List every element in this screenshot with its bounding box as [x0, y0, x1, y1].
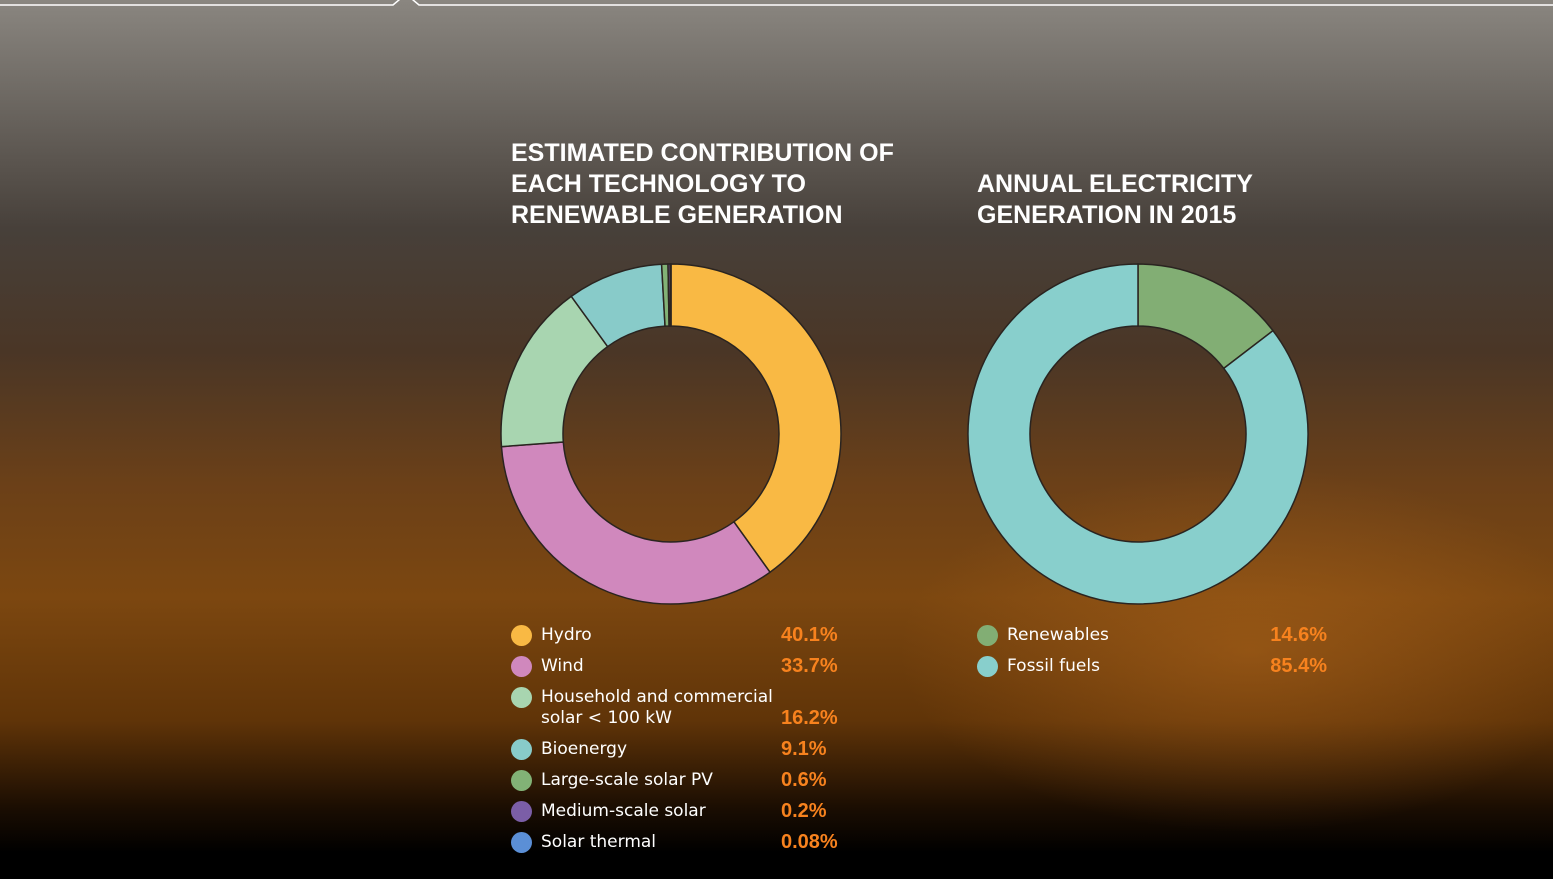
legend-label: Bioenergy: [541, 739, 628, 759]
value-label: 40.1%: [781, 624, 838, 646]
legend-item: Bioenergy 9.1%: [511, 739, 861, 760]
legend-label: Medium-scale solar: [541, 801, 706, 821]
value-label: 9.1%: [781, 738, 827, 760]
value-label: 14.6%: [1270, 624, 1327, 646]
value-label: 16.2%: [781, 707, 838, 729]
legend-marker: [511, 687, 532, 708]
legend-marker: [511, 656, 532, 677]
value-label: 33.7%: [781, 655, 838, 677]
legend-marker: [511, 770, 532, 791]
legend-item: Solar thermal 0.08%: [511, 832, 861, 853]
legend-item: Renewables 14.6%: [977, 625, 1327, 646]
legend-item: Household and commercial solar < 100 kW 1…: [511, 687, 861, 729]
legend-item: Hydro 40.1%: [511, 625, 861, 646]
legend-marker: [511, 739, 532, 760]
value-label: 0.6%: [781, 769, 827, 791]
legend-marker: [511, 832, 532, 853]
legend-label: Household and commercial solar < 100 kW: [541, 687, 773, 728]
legend-label: Hydro: [541, 625, 592, 645]
chart-title: ESTIMATED CONTRIBUTION OF EACH TECHNOLOG…: [511, 139, 894, 229]
donut-slice: [669, 263, 672, 327]
legend-marker: [511, 801, 532, 822]
legend-item: Fossil fuels 85.4%: [977, 656, 1327, 677]
value-label: 0.2%: [781, 800, 827, 822]
donut-slice: [967, 263, 1309, 605]
legend: Renewables 14.6% Fossil fuels 85.4%: [977, 625, 1327, 687]
top-border: [0, 0, 1553, 6]
legend-item: Wind 33.7%: [511, 656, 861, 677]
legend-item: Large-scale solar PV 0.6%: [511, 770, 861, 791]
donut-slice: [670, 263, 842, 574]
legend-label: Renewables: [1007, 625, 1109, 645]
chart-title: ANNUAL ELECTRICITY GENERATION IN 2015: [977, 170, 1253, 229]
value-label: 0.08%: [781, 831, 838, 853]
legend: Hydro 40.1% Wind 33.7% Household and commerc…: [511, 625, 861, 863]
legend-marker: [977, 625, 998, 646]
legend-item: Medium-scale solar 0.2%: [511, 801, 861, 822]
legend-label: Solar thermal: [541, 832, 657, 852]
donut-slice: [500, 441, 772, 605]
legend-marker: [977, 656, 998, 677]
legend-label: Wind: [541, 656, 584, 676]
legend-label: Fossil fuels: [1007, 656, 1100, 676]
value-label: 85.4%: [1270, 655, 1327, 677]
legend-label: Large-scale solar PV: [541, 770, 713, 790]
legend-marker: [511, 625, 532, 646]
